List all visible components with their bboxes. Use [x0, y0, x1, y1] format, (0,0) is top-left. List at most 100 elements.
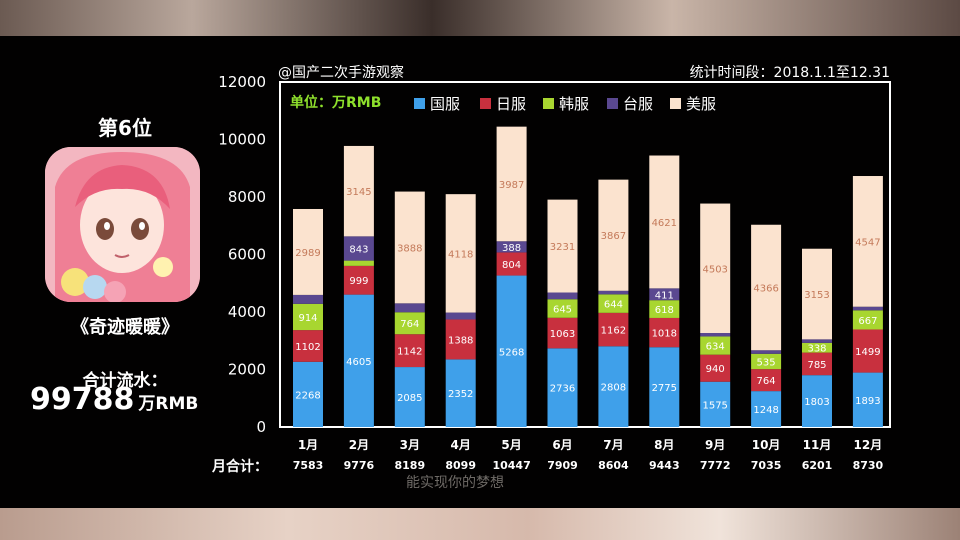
data-label: 940 — [706, 364, 725, 375]
y-tick-label: 10000 — [218, 131, 266, 149]
data-label: 4621 — [652, 218, 677, 229]
legend-swatch — [670, 98, 681, 109]
month-total-value: 7583 — [293, 459, 324, 472]
bar-segment — [547, 299, 578, 318]
x-tick-label: 5月 — [501, 438, 521, 452]
bar-segment — [649, 155, 680, 289]
bar-segment — [700, 336, 731, 355]
month-total-value: 10447 — [492, 459, 530, 472]
x-tick-label: 2月 — [349, 438, 369, 452]
bar-segment — [496, 275, 527, 427]
bar-segment — [802, 352, 832, 376]
bar-segment — [649, 300, 680, 318]
bar-segment — [547, 317, 578, 349]
bar-segment — [598, 290, 629, 295]
game-app-icon — [45, 147, 200, 302]
bar-segment — [649, 288, 680, 301]
bar-segment — [394, 303, 425, 313]
month-total-value: 8604 — [598, 459, 629, 472]
month-total-value: 8099 — [445, 459, 476, 472]
bar-segment — [852, 176, 883, 307]
bar-segment — [293, 208, 323, 295]
bar-segment — [547, 199, 578, 293]
legend-label: 日服 — [496, 95, 526, 113]
bar-segment — [343, 260, 374, 266]
month-total-value: 7035 — [751, 459, 782, 472]
legend-label: 国服 — [430, 95, 460, 113]
data-label: 3231 — [550, 242, 575, 253]
data-label: 388 — [502, 243, 521, 254]
background-top-strip — [0, 0, 960, 36]
bar-segment — [343, 236, 374, 261]
bar-segment — [445, 194, 476, 313]
bar-segment — [700, 381, 731, 427]
y-tick-label: 6000 — [228, 246, 266, 264]
x-tick-label: 7月 — [603, 438, 623, 452]
data-label: 4503 — [702, 264, 727, 275]
bar-segment — [496, 126, 527, 242]
data-label: 2352 — [448, 389, 473, 400]
data-label: 1142 — [397, 347, 422, 358]
legend-swatch — [480, 98, 491, 109]
total-revenue-value: 99788 万RMB — [30, 382, 230, 417]
bar-segment — [751, 391, 782, 427]
data-label: 2989 — [295, 248, 320, 259]
y-tick-label: 4000 — [228, 303, 266, 321]
data-label: 2085 — [397, 393, 422, 404]
bar-segment — [852, 372, 883, 427]
data-label: 804 — [502, 260, 521, 271]
x-tick-label: 6月 — [552, 438, 572, 452]
bar-segment — [802, 339, 832, 343]
data-label: 634 — [706, 342, 725, 353]
total-revenue-unit: 万RMB — [138, 394, 199, 414]
data-label: 785 — [807, 360, 826, 371]
unit-label: 单位：万RMB — [290, 94, 381, 111]
rank-label: 第6位 — [98, 116, 152, 140]
data-label: 1162 — [601, 326, 626, 337]
data-label: 1018 — [652, 329, 677, 340]
bar-segment — [343, 294, 374, 427]
bar-segment — [802, 375, 832, 427]
bar-segment — [598, 346, 629, 427]
data-label: 2775 — [652, 383, 677, 394]
x-tick-label: 3月 — [400, 438, 420, 452]
data-label: 535 — [757, 357, 776, 368]
bar-segment — [852, 310, 883, 330]
total-revenue-number: 99788 — [30, 382, 135, 417]
data-label: 4118 — [448, 249, 473, 260]
bar-segment — [293, 294, 323, 304]
bar-segment — [343, 265, 374, 295]
data-label: 2736 — [550, 384, 575, 395]
data-label: 1803 — [804, 397, 829, 408]
total-revenue-label: 合计流水： — [82, 371, 168, 391]
data-label: 618 — [655, 305, 674, 316]
bar-segment — [751, 369, 782, 392]
data-label: 644 — [604, 300, 623, 311]
data-label: 1893 — [855, 396, 880, 407]
month-total-value: 9776 — [344, 459, 375, 472]
bar-segment — [445, 312, 476, 320]
month-total-value: 8189 — [394, 459, 425, 472]
bar-segment — [751, 350, 782, 354]
data-label: 4547 — [855, 237, 880, 248]
bar-segment — [751, 353, 782, 370]
data-label: 3145 — [346, 187, 371, 198]
data-label: 1063 — [550, 329, 575, 340]
legend-label: 美服 — [686, 95, 716, 113]
bar-segment — [496, 252, 527, 276]
legend-label: 台服 — [623, 95, 653, 113]
bar-segment — [700, 333, 731, 337]
y-tick-label: 12000 — [218, 73, 266, 91]
bar-segment — [394, 191, 425, 304]
y-tick-label: 0 — [256, 418, 266, 436]
month-total-value: 9443 — [649, 459, 680, 472]
data-label: 667 — [858, 316, 877, 327]
data-label: 338 — [807, 344, 826, 355]
data-label: 843 — [349, 244, 368, 255]
month-total-label: 月合计： — [212, 459, 268, 475]
data-label: 3987 — [499, 180, 524, 191]
bar-segment — [394, 312, 425, 335]
data-label: 3867 — [601, 231, 626, 242]
data-label: 4605 — [346, 357, 371, 368]
plot-frame — [279, 81, 891, 428]
